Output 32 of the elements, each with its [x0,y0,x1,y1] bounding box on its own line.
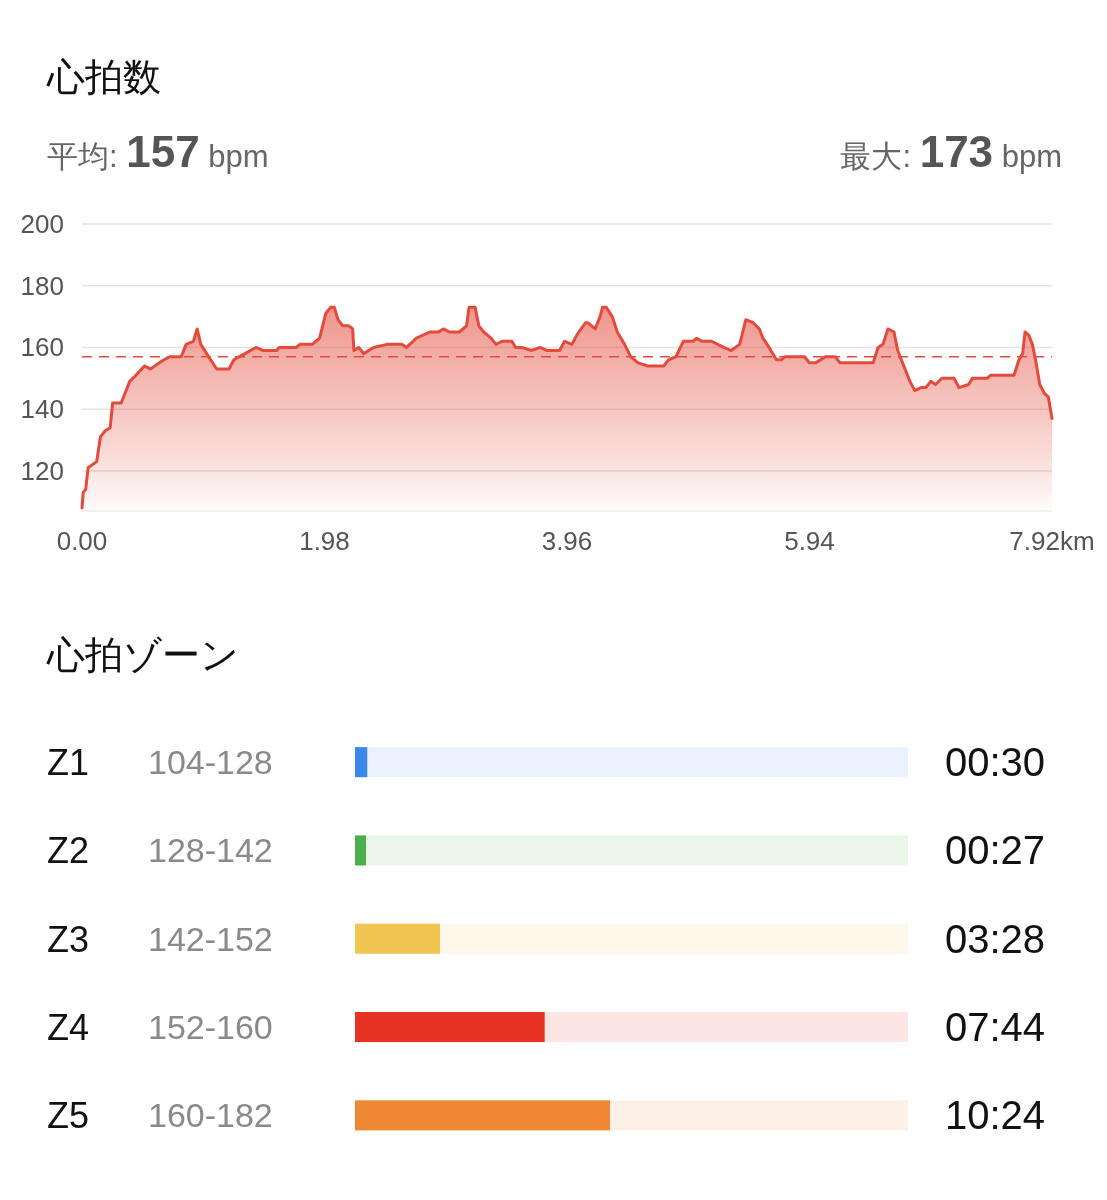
text: 152-160 [148,1008,273,1047]
x-tick-label: 7.92km [1009,526,1095,556]
y-tick-label: 140 [20,394,64,425]
bar [355,835,367,866]
data-label: 07:44 [944,1005,1045,1050]
bar [355,747,368,778]
y-tick-label: Z3 [47,918,90,960]
text: 142-152 [148,919,273,958]
text: 160-182 [148,1096,273,1135]
y-tick-label: Z4 [47,1007,90,1049]
y-tick-label: 160 [20,332,64,363]
x-tick-label: 0.00 [56,526,108,556]
y-tick-label: 200 [20,209,64,239]
x-tick-label: 3.96 [541,526,593,556]
data-label: 10:24 [944,1093,1045,1138]
data-label: 00:30 [944,740,1045,785]
data-label: 00:27 [944,828,1045,873]
y-tick-label: Z1 [47,742,90,784]
y-tick-label: 120 [20,455,64,486]
y-tick-label: Z2 [47,830,90,872]
y-tick-label: Z5 [47,1095,90,1137]
text: 最大: 173 bpm [840,127,1062,176]
x-tick-label: 1.98 [299,526,350,556]
data-label: 03:28 [944,916,1045,961]
chart-title: 心拍数 [46,56,161,98]
text: 平均: 157 bpm [47,127,269,176]
bar [355,923,441,954]
text: 128-142 [148,831,273,870]
chart-title: 心拍ゾーン [46,634,239,676]
text: 104-128 [148,743,273,782]
x-tick-label: 5.94 [784,526,835,556]
y-tick-label: 180 [20,270,64,301]
